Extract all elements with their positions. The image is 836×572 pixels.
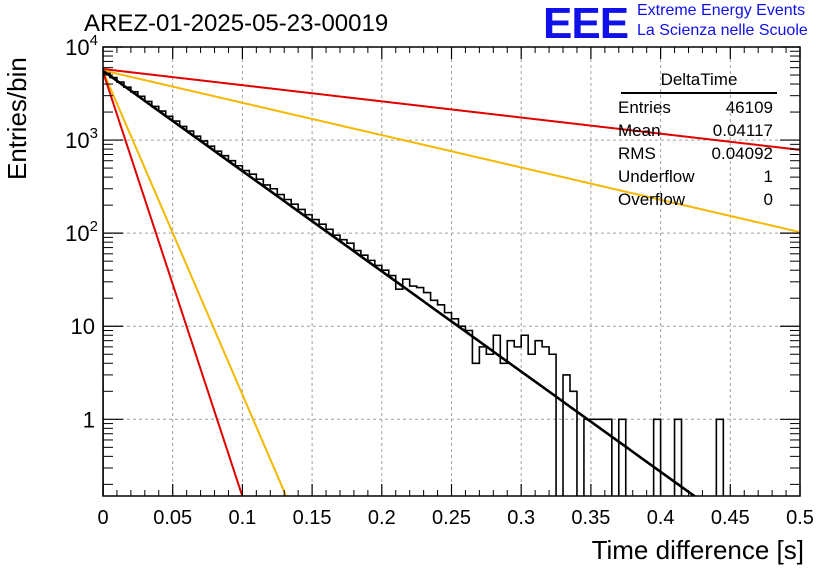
y-tick-label: 102 [65, 218, 98, 246]
stats-label: Mean [618, 121, 661, 140]
x-tick-label: 0.2 [368, 507, 396, 529]
x-tick-labels: 0 0.05 0.1 0.15 0.2 0.25 0.3 0.35 0.4 0.45 0.5 [97, 507, 813, 529]
stats-row-entries: Entries 46109 [611, 96, 777, 119]
stats-name: DeltaTime [621, 70, 777, 94]
x-tick-label: 0.25 [432, 507, 471, 529]
reference-lines [103, 68, 800, 496]
y-tick-label: 103 [65, 125, 98, 153]
x-tick-label: 0.1 [228, 507, 256, 529]
eee-logo: EEE [543, 0, 629, 48]
stats-value: 0 [763, 190, 773, 209]
reference-line-red [103, 71, 244, 496]
stats-value: 0.04092 [711, 144, 773, 163]
x-tick-label: 0.05 [153, 507, 192, 529]
histogram [103, 72, 725, 496]
stats-row-rms: RMS 0.04092 [611, 142, 777, 165]
x-tick-label: 0.15 [293, 507, 332, 529]
reference-line-yellow [103, 70, 288, 496]
x-tick-label: 0.3 [507, 507, 535, 529]
axis-ticks [102, 46, 801, 496]
x-tick-label: 0.45 [711, 507, 750, 529]
stats-box: DeltaTime Entries 46109 Mean 0.04117 RMS… [611, 70, 777, 211]
plot-title: AREZ-01-2025-05-23-00019 [84, 10, 389, 37]
x-tick-label: 0.4 [647, 507, 675, 529]
x-tick-label: 0.5 [786, 507, 814, 529]
stats-label: Entries [618, 98, 671, 117]
stats-label: RMS [618, 144, 656, 163]
stats-row-underflow: Underflow 1 [611, 165, 777, 188]
x-axis-label: Time difference [s] [591, 535, 804, 565]
y-tick-label: 1 [83, 407, 95, 432]
stats-value: 0.04117 [712, 121, 773, 140]
stats-row-mean: Mean 0.04117 [611, 119, 777, 142]
logo-line-1: Extreme Energy Events [637, 2, 806, 19]
reference-line-red [103, 68, 800, 151]
y-tick-label: 10 [71, 314, 95, 339]
y-tick-label: 104 [65, 32, 98, 60]
histogram-steps [103, 72, 725, 496]
grid [103, 47, 800, 496]
reference-line-yellow [103, 69, 800, 234]
logo-line-2: La Scienza nelle Scuole [637, 22, 808, 39]
x-tick-label: 0 [97, 507, 108, 529]
stats-row-overflow: Overflow 0 [611, 188, 777, 211]
stats-value: 46109 [725, 98, 773, 117]
y-tick-labels: 1 10 102 103 104 [65, 32, 98, 432]
y-axis-label: Entries/bin [2, 57, 32, 180]
fit-line-group [103, 69, 697, 496]
stats-label: Underflow [618, 167, 695, 186]
stats-label: Overflow [618, 190, 686, 209]
stats-value: 1 [763, 167, 773, 186]
fit-line [103, 69, 697, 496]
x-tick-label: 0.35 [571, 507, 610, 529]
